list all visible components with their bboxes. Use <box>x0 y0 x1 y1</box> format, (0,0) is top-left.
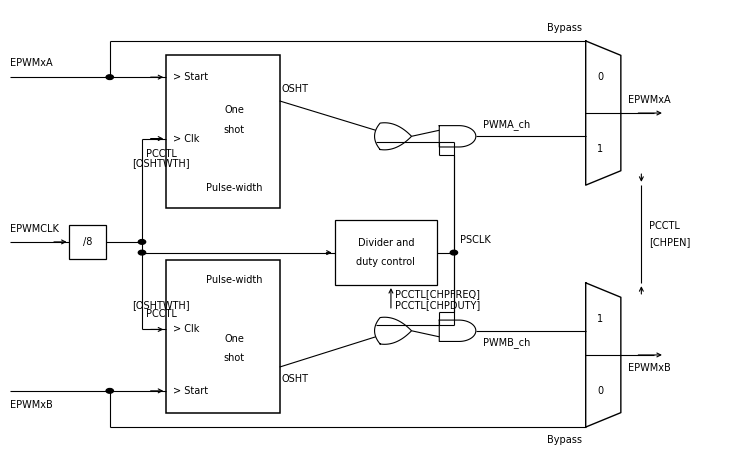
Text: PWMB_ch: PWMB_ch <box>483 337 531 348</box>
Text: shot: shot <box>223 125 245 135</box>
Text: PSCLK: PSCLK <box>460 235 490 245</box>
Text: 0: 0 <box>598 72 603 82</box>
Text: One: One <box>224 334 244 344</box>
Polygon shape <box>375 123 412 150</box>
Bar <box>334 220 437 285</box>
Text: Pulse-width: Pulse-width <box>206 275 262 285</box>
Text: [CHPEN]: [CHPEN] <box>649 237 690 248</box>
Text: PCCTL: PCCTL <box>649 220 680 231</box>
Circle shape <box>138 250 146 255</box>
Text: Pulse-width: Pulse-width <box>206 183 262 193</box>
Polygon shape <box>586 283 621 427</box>
Text: PCCTL: PCCTL <box>146 149 177 159</box>
Text: 0: 0 <box>598 386 603 396</box>
Text: Bypass: Bypass <box>547 23 582 33</box>
Bar <box>166 55 279 208</box>
Text: > Clk: > Clk <box>173 324 200 335</box>
Circle shape <box>451 250 458 255</box>
Bar <box>70 225 106 259</box>
Text: PCCTL[CHPDUTY]: PCCTL[CHPDUTY] <box>395 300 480 310</box>
Circle shape <box>106 388 113 393</box>
Polygon shape <box>440 320 476 342</box>
Polygon shape <box>586 41 621 185</box>
Text: EPWMxA: EPWMxA <box>628 95 671 105</box>
Text: Divider and: Divider and <box>357 238 414 248</box>
Text: shot: shot <box>223 353 245 363</box>
Text: /8: /8 <box>83 237 93 247</box>
Text: PWMA_ch: PWMA_ch <box>483 119 531 130</box>
Circle shape <box>106 75 113 80</box>
Text: OSHT: OSHT <box>282 83 309 94</box>
Text: EPWMxA: EPWMxA <box>10 58 53 68</box>
Polygon shape <box>440 125 476 147</box>
Text: > Start: > Start <box>173 72 209 82</box>
Bar <box>166 260 279 413</box>
Text: Bypass: Bypass <box>547 435 582 445</box>
Polygon shape <box>375 317 412 344</box>
Text: duty control: duty control <box>356 257 415 267</box>
Text: 1: 1 <box>598 314 603 324</box>
Text: OSHT: OSHT <box>282 374 309 385</box>
Text: [OSHTWTH]: [OSHTWTH] <box>132 300 190 310</box>
Text: > Clk: > Clk <box>173 133 200 144</box>
Circle shape <box>138 240 146 244</box>
Text: PCCTL[CHPFREQ]: PCCTL[CHPFREQ] <box>395 290 480 300</box>
Text: EPWMxB: EPWMxB <box>628 363 671 373</box>
Text: EPWMxB: EPWMxB <box>10 400 53 410</box>
Text: 1: 1 <box>598 144 603 154</box>
Text: [OSHTWTH]: [OSHTWTH] <box>132 158 190 168</box>
Text: > Start: > Start <box>173 386 209 396</box>
Text: EPWMCLK: EPWMCLK <box>10 224 59 234</box>
Text: One: One <box>224 105 244 115</box>
Text: PCCTL: PCCTL <box>146 309 177 319</box>
